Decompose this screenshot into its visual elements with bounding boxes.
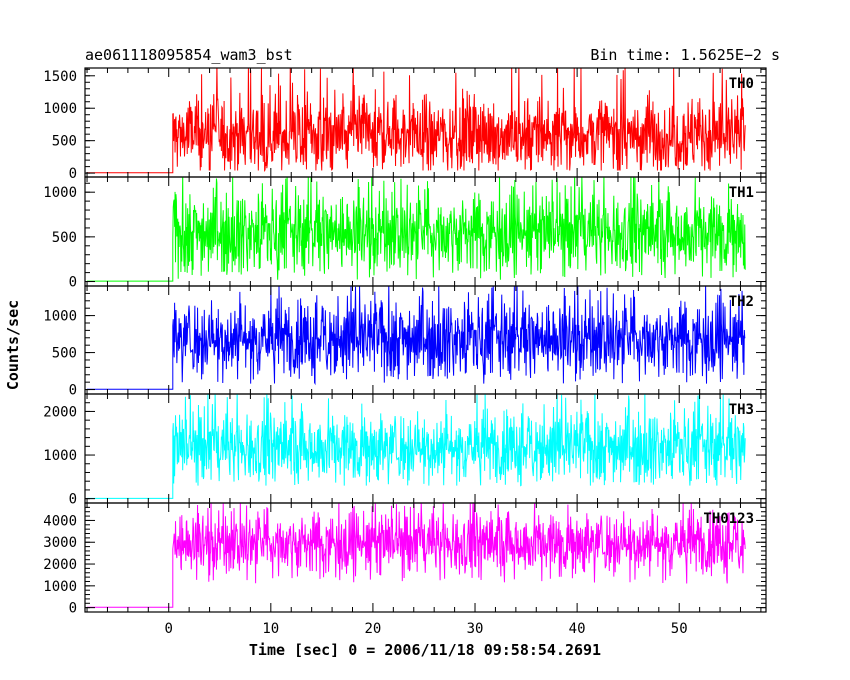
y-tick-label: 2000 [43,557,77,573]
y-tick-label: 1000 [43,309,77,325]
chart-title: ae061118095854_wam3_bst [85,46,293,64]
y-tick-label: 500 [52,346,77,362]
panel-th3: 0 1000 2000 TH3 [43,393,767,508]
y-tick-label: 1000 [43,185,77,201]
y-tick-label: 500 [52,230,77,246]
panel-th2: 0 500 1000 TH2 [43,285,767,399]
x-axis-label: Time [sec] 0 = 2006/11/18 09:58:54.2691 [249,641,601,659]
panel-label-th1: TH1 [729,185,754,201]
x-tick-label: 30 [467,621,484,637]
bin-time-label: Bin time: 1.5625E−2 s [590,46,780,64]
y-tick-label: 0 [69,492,77,508]
panel-label-th2: TH2 [729,294,754,310]
panel-label-th3: TH3 [729,402,754,418]
y-axis-label: Counts/sec [4,300,22,390]
x-tick-label: 40 [569,621,586,637]
x-tick-label: 20 [364,621,381,637]
y-tick-label: 1500 [43,69,77,85]
y-tick-label: 0 [69,166,77,182]
y-tick-label: 0 [69,601,77,617]
panel-label-th0123: TH0123 [703,511,754,527]
series-trace-th1 [87,177,746,282]
series-trace-th3 [87,394,746,499]
y-tick-label: 1000 [43,101,77,117]
panel-th1: 0 500 1000 TH1 [43,176,767,291]
series-trace-th0123 [87,503,746,608]
y-tick-label: 0 [69,383,77,399]
y-tick-label: 4000 [43,513,77,529]
panel-th0123: 0 1000 2000 3000 4000 TH0123 [43,502,767,617]
y-tick-label: 1000 [43,579,77,595]
y-tick-label: 500 [52,134,77,150]
y-tick-label: 0 [69,275,77,291]
y-tick-label: 2000 [43,404,77,420]
panel-label-th0: TH0 [729,76,754,92]
panel-th0: 0 500 1000 1500 TH0 [43,67,767,182]
panel-frame [84,502,767,613]
y-tick-label: 3000 [43,535,77,551]
series-trace-th2 [87,286,746,390]
x-tick-label: 10 [262,621,279,637]
x-tick-label: 0 [165,621,173,637]
x-tick-label: 50 [671,621,688,637]
y-tick-label: 1000 [43,448,77,464]
series-trace-th0 [87,68,746,174]
